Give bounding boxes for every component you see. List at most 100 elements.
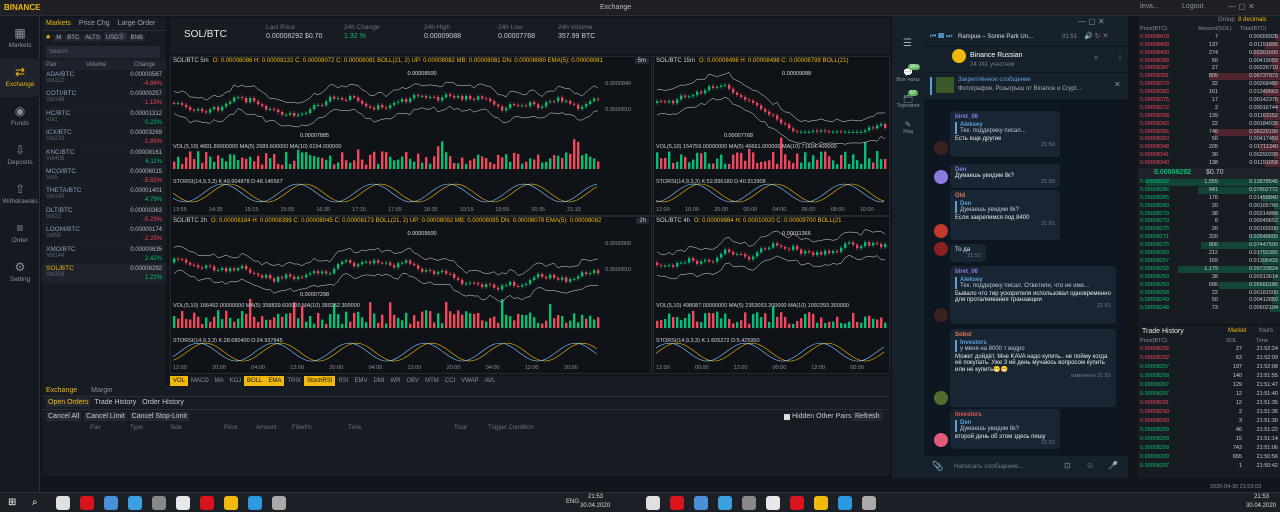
market-filter[interactable]: M	[54, 35, 64, 41]
player-extra-icons[interactable]: 🔊 ↻ ✕	[1084, 33, 1109, 40]
market-row[interactable]: COTI/BTC Vol148 0.00000257 -1.15%	[42, 89, 166, 109]
orders-tab[interactable]: Margin	[91, 387, 113, 394]
price-chart[interactable]: SOL/BTC 4h O: 0.00009984 H: 0.00010020 C:…	[653, 216, 890, 374]
logout-link[interactable]: Logout	[1182, 3, 1204, 10]
orderbook-row[interactable]: 0.00008383 161 0.01349663	[1138, 89, 1280, 97]
taskbar-app-icon[interactable]	[272, 496, 286, 510]
search-input[interactable]	[46, 46, 160, 58]
indicator-toggle[interactable]: AVL	[484, 378, 496, 384]
user-avatar[interactable]	[934, 141, 948, 155]
message-author[interactable]: Den	[955, 167, 967, 173]
group-value[interactable]: 8 decimals	[1238, 17, 1267, 23]
orderbook-row[interactable]: 0.00008257 169 0.01395433	[1138, 257, 1280, 266]
orderbook-row[interactable]: 0.00008381 805 0.06737973	[1138, 73, 1280, 81]
indicator-toggle[interactable]: VWAP	[461, 378, 479, 384]
telegram-window-controls[interactable]: — ▢ ✕	[1078, 17, 1105, 26]
trade-history-tab[interactable]: Market	[1228, 328, 1247, 334]
orderbook-row[interactable]: 0.00008372 2 0.00016744	[1138, 104, 1280, 113]
nav-setting[interactable]: ⚙ Setting	[0, 254, 40, 292]
chat-folder[interactable]: 🗂 67 Торговля	[892, 90, 924, 109]
emoji-icon[interactable]: ☺	[1086, 461, 1095, 470]
nav-deposits[interactable]: ⇩ Deposits	[0, 137, 40, 175]
market-col-header[interactable]: Volume	[86, 62, 107, 68]
nav-order[interactable]: ≡ Order	[0, 215, 40, 253]
taskbar-app-icon[interactable]	[56, 496, 70, 510]
message-bubble[interactable]: Investors Den Думаешь увидим 8к? второй ден…	[950, 409, 1060, 449]
reply-quote[interactable]: Aleksey Тех. поддержку писал...	[955, 122, 1055, 134]
cancel-button[interactable]: Cancel Limit	[84, 412, 127, 421]
cancel-button[interactable]: Cancel All	[46, 412, 82, 421]
chat-avatar[interactable]	[952, 49, 966, 63]
mic-icon[interactable]: 🎤	[1108, 461, 1118, 470]
orderbook-row[interactable]: 0.00008348 205 0.01711340	[1138, 144, 1280, 152]
indicator-toggle[interactable]: DMI	[373, 378, 385, 384]
close-icon[interactable]: ✕	[1114, 80, 1121, 89]
trade-history-tab[interactable]: Yours	[1258, 328, 1274, 334]
orderbook-row[interactable]: 0.00008248 73 0.00602104	[1138, 305, 1280, 313]
message-author[interactable]: biret_06	[955, 114, 979, 120]
player-controls-icon[interactable]: ⏮ ❚❚ ⏭	[930, 33, 953, 40]
user-avatar[interactable]	[934, 308, 948, 322]
price-chart[interactable]: SOL/BTC 2h O: 0.00008184 H: 0.00008399 C:…	[170, 216, 652, 374]
commands-icon[interactable]: ⊡	[1064, 461, 1071, 470]
indicator-toggle[interactable]: CCI	[444, 378, 456, 384]
market-col-header[interactable]: Change	[134, 62, 156, 68]
user-avatar[interactable]	[934, 170, 948, 184]
reply-quote[interactable]: Den Думаешь увидим 8к?	[955, 201, 1055, 213]
search-icon[interactable]: ⌕	[1094, 53, 1099, 62]
nav-withdrawals[interactable]: ⇧ Withdrawals	[0, 176, 40, 214]
orderbook-row[interactable]: 0.00008255 1,179 0.09733824	[1138, 265, 1280, 274]
window-controls[interactable]: — ▢ ✕	[1228, 2, 1255, 11]
indicator-toggle[interactable]: MTM	[425, 378, 439, 384]
orderbook-row[interactable]: 0.00008250 686 0.05660186	[1138, 281, 1280, 290]
orderbook-row[interactable]: 0.00008418 7 0.00058926	[1138, 33, 1280, 42]
market-tab[interactable]: Large Order	[117, 20, 156, 27]
clock-date[interactable]: 30.04.2020	[580, 503, 611, 509]
orderbook-row[interactable]: 0.00008279 6 0.00049692	[1138, 218, 1280, 226]
message-author[interactable]: Old	[955, 193, 965, 199]
orders-tab[interactable]: Exchange	[46, 387, 78, 394]
orderbook-row[interactable]: 0.00008375 17 0.00142375	[1138, 97, 1280, 105]
market-row[interactable]: HC/BTC Vol1 0.00001312 0.23%	[42, 109, 166, 129]
user-name[interactable]: leva...	[1140, 3, 1159, 10]
orders-subtab[interactable]: Trade History	[94, 399, 137, 406]
taskbar-app-icon[interactable]	[694, 496, 708, 510]
orderbook-row[interactable]: 0.00008292 1,555 0.12878545	[1138, 179, 1280, 187]
orderbook-row[interactable]: 0.00008260 212 0.01752392	[1138, 250, 1280, 258]
start-icon[interactable]: ⊞	[8, 497, 17, 508]
interval-select[interactable]: 5m	[634, 58, 649, 64]
market-row[interactable]: XMO/BTC Vol144 0.00000635 2.42%	[42, 245, 166, 264]
taskbar-app-icon[interactable]	[224, 496, 238, 510]
orderbook-row[interactable]: 0.00008379 32 0.00268480	[1138, 81, 1280, 89]
orderbook-row[interactable]: 0.00008341 30 0.00250290	[1138, 152, 1280, 160]
taskbar-app-icon[interactable]	[670, 496, 684, 510]
orderbook-row[interactable]: 0.00008389 50 0.00419059	[1138, 57, 1280, 66]
orderbook-row[interactable]: 0.00008350 50 0.00417450	[1138, 136, 1280, 144]
taskbar-app-icon[interactable]	[838, 496, 852, 510]
taskbar-app-icon[interactable]	[790, 496, 804, 510]
taskbar-app-icon[interactable]	[176, 496, 190, 510]
message-bubble[interactable]: То да 21:51	[950, 244, 986, 262]
hidden-pairs-checkbox[interactable]	[784, 414, 790, 420]
price-chart[interactable]: SOL/BTC 5m O: 0.00008086 H: 0.00008132 C:…	[170, 56, 652, 216]
indicator-toggle[interactable]: RSI	[338, 378, 349, 384]
orders-subtab[interactable]: Open Orders	[46, 398, 91, 407]
language-indicator[interactable]: ENG	[566, 499, 580, 505]
indicator-toggle[interactable]: WR	[390, 378, 401, 384]
orderbook-row[interactable]: 0.00008363 22 0.00184030	[1138, 120, 1280, 129]
orderbook-row[interactable]: 0.00008250 38 0.00313614	[1138, 273, 1280, 282]
message-author[interactable]: biret_06	[955, 269, 979, 275]
orderbook-row[interactable]: 0.00008249 50 0.00412850	[1138, 297, 1280, 305]
cancel-button[interactable]: Cancel Stop-Limit	[129, 412, 189, 421]
orderbook-row[interactable]: 0.00008258 22 0.00181500	[1138, 289, 1280, 298]
reply-quote[interactable]: Aleksey Тех. поддержку писал. Ответили, ч…	[955, 277, 1111, 289]
chat-name[interactable]: Binance Russian	[970, 52, 1023, 59]
chat-folder[interactable]: ✎ Ред	[892, 120, 924, 135]
market-row[interactable]: SOL/BTC Vol358 0.00008292 1.22%	[42, 263, 166, 284]
taskbar-app-icon[interactable]	[766, 496, 780, 510]
pinned-bar[interactable]: Закреплённое сообщение Фотография, Розыг…	[924, 73, 1128, 99]
search-icon[interactable]: ⌕	[32, 497, 38, 508]
group-selector[interactable]: Group 8 decimals	[1138, 16, 1280, 26]
orderbook-row[interactable]: 0.00008408 137 0.01151896	[1138, 41, 1280, 50]
market-filter[interactable]: BTC	[65, 35, 82, 41]
